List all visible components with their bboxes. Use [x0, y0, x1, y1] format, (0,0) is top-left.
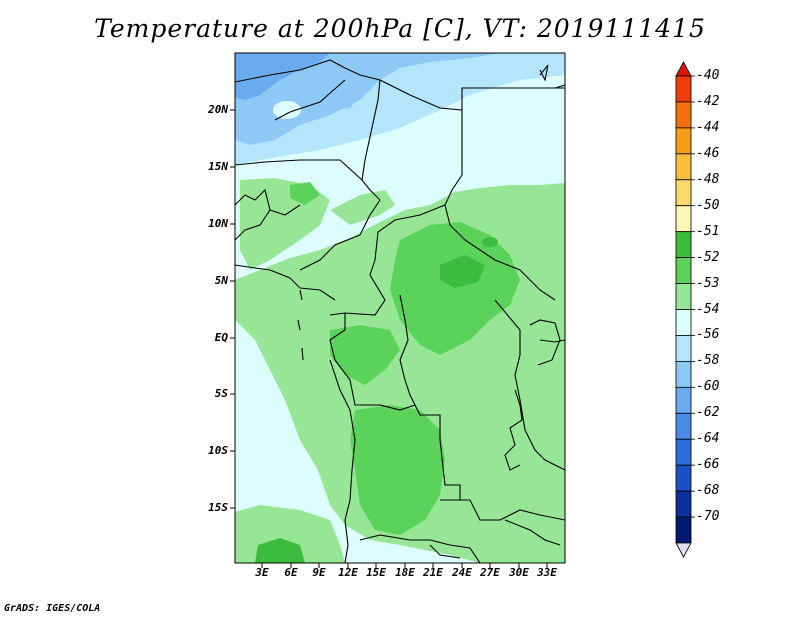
lon-label: 27E: [480, 566, 500, 579]
lon-label: 30E: [509, 566, 529, 579]
colorbar-box: [675, 283, 692, 310]
lat-label: 10S: [208, 444, 228, 457]
map-title: Temperature at 200hPa [C], VT: 201911141…: [94, 14, 706, 43]
lon-label: 15E: [366, 566, 386, 579]
lat-label: 20N: [208, 103, 228, 116]
lon-label: 9E: [312, 566, 326, 579]
colorbar-label: -66: [696, 457, 720, 473]
colorbar-box: [675, 464, 692, 492]
country-borders: [235, 59, 565, 563]
lon-label: 18E: [395, 566, 415, 579]
lat-label: 15S: [208, 501, 228, 514]
colorbar-label: -70: [696, 509, 720, 525]
colorbar-box: [675, 127, 692, 155]
colorbar: [675, 61, 695, 558]
colorbar-label: -60: [696, 379, 720, 395]
lon-ticks: [261, 563, 548, 568]
lon-label: 33E: [537, 566, 557, 579]
colorbar-label: -53: [696, 275, 720, 291]
colorbar-label: -58: [696, 353, 720, 369]
colorbar-top-arrow: [675, 61, 692, 77]
colorbar-label: -68: [696, 483, 720, 499]
grads-credit: GrADS: IGES/COLA: [4, 603, 101, 614]
lat-label: EQ: [214, 331, 228, 344]
colorbar-box: [675, 153, 692, 181]
lon-label: 3E: [255, 566, 269, 579]
lat-label: 5N: [214, 274, 228, 287]
lat-label: 10N: [208, 217, 228, 230]
colorbar-box: [675, 386, 692, 414]
colorbar-box: [675, 75, 692, 103]
colorbar-box: [675, 257, 692, 284]
lon-label: 21E: [423, 566, 443, 579]
colorbar-box: [675, 179, 692, 207]
colorbar-box: [675, 516, 692, 544]
lon-label: 12E: [338, 566, 358, 579]
colorbar-label: -48: [696, 171, 720, 187]
colorbar-box: [675, 101, 692, 129]
colorbar-box: [675, 412, 692, 440]
colorbar-label: -40: [696, 68, 720, 83]
colorbar-box: [675, 309, 692, 336]
colorbar-label: -54: [696, 301, 720, 317]
lat-ticks: [230, 109, 235, 509]
colorbar-label: -51: [696, 223, 720, 239]
colorbar-box: [675, 205, 692, 233]
colorbar-label: -44: [696, 119, 720, 135]
colorbar-label: -42: [696, 93, 720, 109]
lon-label: 6E: [284, 566, 298, 579]
lon-label: 24E: [452, 566, 472, 579]
colorbar-bottom-arrow: [675, 542, 692, 558]
temperature-field: [235, 53, 565, 563]
colorbar-label: -62: [696, 405, 720, 421]
colorbar-label: -56: [696, 327, 720, 343]
map-frame: [234, 52, 566, 564]
colorbar-label: -52: [696, 249, 720, 265]
colorbar-box: [675, 438, 692, 466]
colorbar-box: [675, 360, 692, 388]
colorbar-label: -46: [696, 145, 720, 161]
lat-label: 15N: [208, 160, 228, 173]
colorbar-box: [675, 335, 692, 362]
colorbar-label: -50: [696, 197, 720, 213]
colorbar-label: -64: [696, 431, 720, 447]
colorbar-box: [675, 231, 692, 259]
colorbar-box: [675, 490, 692, 518]
lat-label: 5S: [214, 387, 228, 400]
